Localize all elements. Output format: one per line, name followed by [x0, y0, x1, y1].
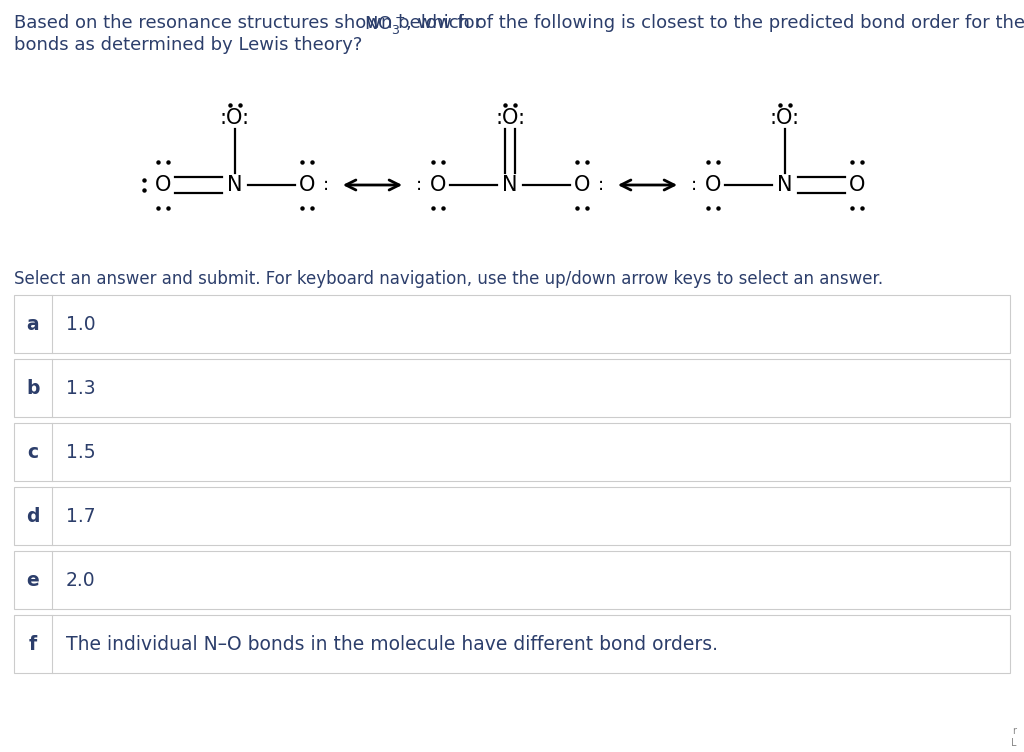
Text: b: b [27, 378, 40, 398]
Text: 1.7: 1.7 [66, 507, 95, 526]
Text: 1.3: 1.3 [66, 378, 95, 398]
Text: 1.5: 1.5 [66, 442, 95, 462]
Text: f: f [29, 635, 37, 653]
Text: The individual N–O bonds in the molecule have different bond orders.: The individual N–O bonds in the molecule… [66, 635, 718, 653]
Text: :O:: :O: [220, 108, 250, 128]
Bar [14, 615, 1010, 673]
Text: , which of the following is closest to the predicted bond order for the N–O: , which of the following is closest to t… [406, 14, 1024, 32]
Text: O: O [705, 175, 721, 195]
Text: O: O [430, 175, 446, 195]
Text: O: O [573, 175, 590, 195]
Text: :: : [691, 176, 697, 194]
Text: :: : [598, 176, 604, 194]
Bar [14, 423, 1010, 481]
Bar [14, 487, 1010, 545]
Text: Select an answer and submit. For keyboard navigation, use the up/down arrow keys: Select an answer and submit. For keyboar… [14, 270, 883, 288]
Bar [14, 295, 1010, 353]
Text: O: O [155, 175, 171, 195]
Text: :O:: :O: [770, 108, 800, 128]
Text: bonds as determined by Lewis theory?: bonds as determined by Lewis theory? [14, 36, 362, 54]
Text: d: d [27, 507, 40, 526]
Text: Based on the resonance structures shown below for: Based on the resonance structures shown … [14, 14, 487, 32]
Text: 2.0: 2.0 [66, 571, 95, 590]
Text: N: N [777, 175, 793, 195]
Bar [14, 551, 1010, 609]
Text: :: : [323, 176, 329, 194]
Text: r
L: r L [1011, 726, 1016, 748]
Text: c: c [28, 442, 39, 462]
Text: e: e [27, 571, 39, 590]
Text: O: O [849, 175, 865, 195]
Text: a: a [27, 314, 39, 333]
Text: :: : [416, 176, 422, 194]
Text: $\mathrm{NO_3^-}$: $\mathrm{NO_3^-}$ [364, 14, 406, 36]
Text: N: N [227, 175, 243, 195]
Text: N: N [502, 175, 518, 195]
Text: O: O [299, 175, 315, 195]
Text: 1.0: 1.0 [66, 314, 95, 333]
Text: :O:: :O: [495, 108, 525, 128]
Bar [14, 359, 1010, 417]
